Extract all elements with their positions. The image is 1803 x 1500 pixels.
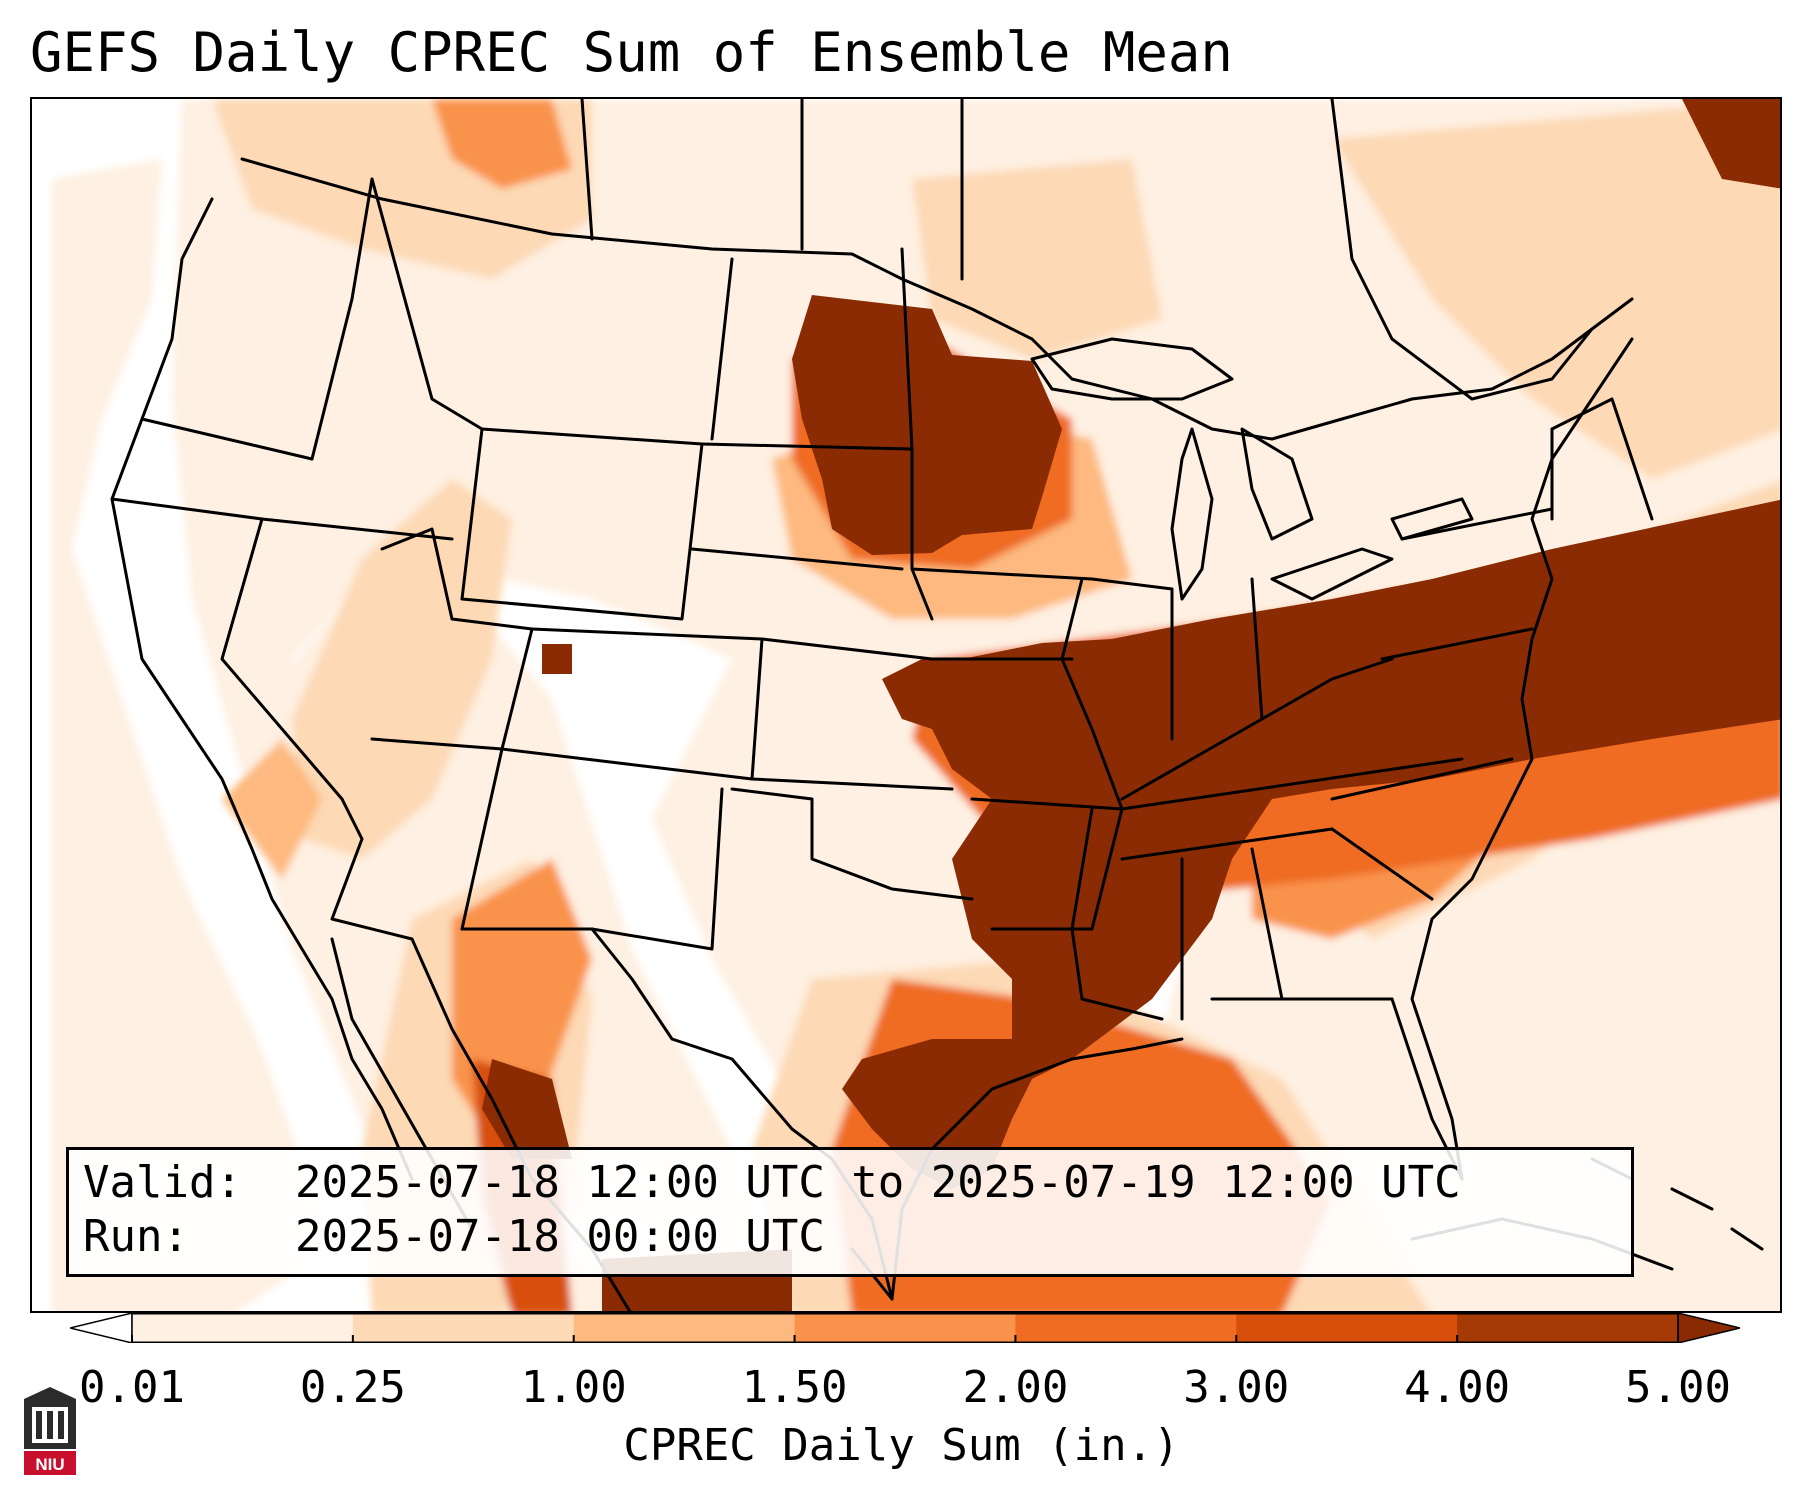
run-line: Run: 2025-07-18 00:00 UTC: [83, 1210, 1617, 1264]
colorbar-outline: [131, 1313, 1679, 1343]
lake-ontario: [1390, 497, 1474, 541]
border-dk-mn: [900, 247, 934, 621]
colorbar-tick-label: 0.01: [79, 1362, 185, 1413]
colorbar-under-arrow: [70, 1313, 133, 1343]
pacific-coast: [110, 197, 414, 1181]
border-mo-ar: [970, 797, 1124, 811]
border-la-ms: [1070, 807, 1164, 1021]
precip-med-sierra: [222, 739, 322, 879]
border-miss-river: [1060, 577, 1124, 931]
precip-med-rockies: [292, 479, 512, 859]
colorbar-over-arrow: [1677, 1313, 1740, 1343]
border-nv: [220, 517, 344, 801]
colorbar-segment: [1015, 1313, 1237, 1343]
colorbar-segment: [132, 1313, 354, 1343]
border-canada-prov: [580, 99, 594, 241]
run-key: Run:: [83, 1211, 189, 1262]
colorbar-tick-label: 4.00: [1404, 1362, 1511, 1413]
precip-core-ne-corner: [1682, 99, 1780, 189]
precip-core-nm: [542, 644, 572, 674]
border-mn-ia: [910, 567, 1094, 581]
boundaries: [110, 99, 1764, 1311]
colorbar-segment: [573, 1313, 796, 1343]
border-nm-south: [460, 787, 724, 951]
us-canada-border: [240, 157, 1634, 441]
precip-map: [32, 99, 1780, 1311]
border-or-ca: [110, 497, 264, 521]
border-ok-tx: [730, 787, 974, 901]
colorbar-label: CPREC Daily Sum (in.): [623, 1420, 1180, 1471]
border-ut: [370, 527, 534, 751]
valid-value: 2025-07-18 12:00 UTC to 2025-07-19 12:00…: [295, 1157, 1461, 1208]
precip-med-bc: [432, 99, 572, 189]
valid-line: Valid: 2025-07-18 12:00 UTC to 2025-07-19…: [83, 1156, 1617, 1210]
precip-light-west: [52, 159, 332, 1311]
border-az-nm: [460, 747, 504, 931]
run-value: 2025-07-18 00:00 UTC: [295, 1211, 825, 1262]
colorbar-tick-label: 5.00: [1625, 1362, 1731, 1413]
border-ks-ok: [750, 777, 954, 791]
border-mt-id: [370, 177, 484, 431]
border-mt-nd: [710, 257, 734, 441]
border-tn-south: [1120, 827, 1334, 861]
colorbar-tick-label: 0.25: [299, 1362, 406, 1413]
colorbar-tick-label: 2.00: [962, 1362, 1069, 1413]
lake-huron: [1240, 427, 1314, 541]
border-ne-ks: [760, 637, 934, 661]
niu-logo-icon: NIU: [24, 1387, 76, 1475]
border-al-ga: [1250, 847, 1284, 1001]
hudson-coast: [1330, 99, 1594, 401]
border-co: [500, 627, 764, 781]
map-panel[interactable]: [30, 97, 1782, 1313]
east-coast: [1410, 337, 1634, 1181]
border-sd-ne: [690, 547, 904, 571]
border-new-england: [1550, 397, 1654, 521]
colorbar: [70, 1313, 1740, 1343]
border-tn-north: [1120, 757, 1464, 811]
lake-michigan: [1170, 427, 1214, 601]
precip-core-baja: [482, 1059, 572, 1159]
info-box: Valid: 2025-07-18 12:00 UTC to 2025-07-19…: [66, 1147, 1634, 1277]
border-wa-or: [140, 417, 314, 461]
border-ca-az: [330, 797, 414, 941]
border-pa-ny: [1400, 507, 1554, 541]
border-nd-sd: [700, 442, 914, 451]
lake-superior: [1030, 337, 1234, 401]
precip-med-quebec: [1332, 99, 1780, 479]
colorbar-segment: [352, 1313, 575, 1343]
lake-erie: [1270, 547, 1394, 601]
border-va-nc: [1330, 757, 1514, 801]
colorbar-segment: [794, 1313, 1016, 1343]
precip-core-dakotas: [792, 295, 1062, 555]
border-wi-il: [1090, 577, 1174, 591]
border-ohio-river: [1120, 657, 1394, 801]
border-wy-box: [460, 427, 704, 621]
border-in-oh: [1250, 577, 1264, 721]
border-id-west: [310, 177, 374, 461]
colorbar-segment: [1457, 1313, 1679, 1343]
valid-key: Valid:: [83, 1157, 242, 1208]
niu-logo-text: NIU: [35, 1455, 64, 1474]
border-pa-south: [1380, 627, 1534, 661]
colorbar-tick-label: 1.00: [520, 1362, 627, 1413]
colorbar-tick-label: 3.00: [1183, 1362, 1290, 1413]
border-ga-sc: [1330, 827, 1434, 901]
page-title: GEFS Daily CPREC Sum of Ensemble Mean: [30, 21, 1233, 84]
colorbar-tick-label: 1.50: [741, 1362, 848, 1413]
colorbar-segment: [1236, 1313, 1458, 1343]
border-id-nv: [260, 517, 454, 541]
precip-core-ohio-valley: [842, 499, 1780, 1189]
